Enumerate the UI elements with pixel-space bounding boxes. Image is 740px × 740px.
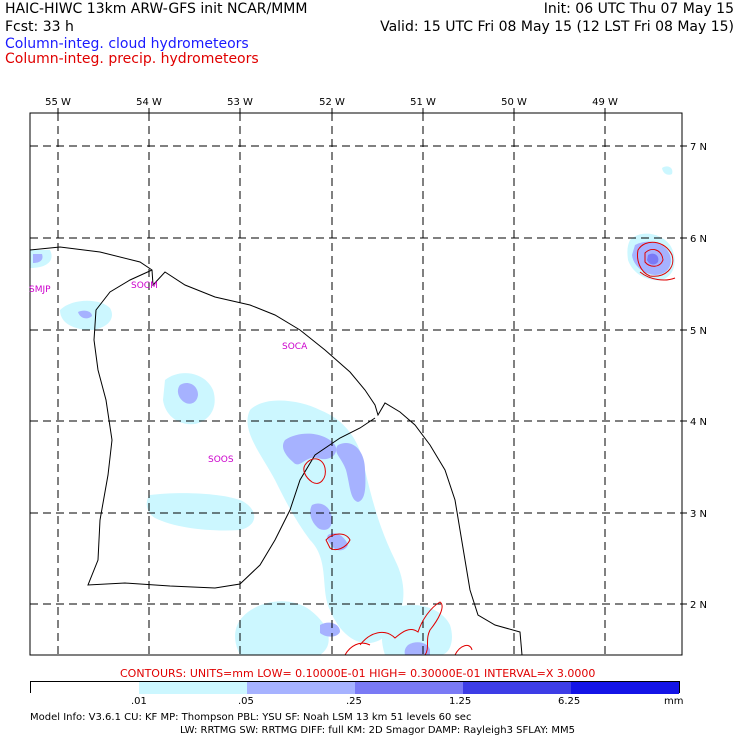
cloud-shading-mid <box>33 241 671 655</box>
station-label-soos: SOOS <box>208 455 234 465</box>
station-label-soca: SOCA <box>282 342 308 352</box>
lat-label: 6 N <box>690 234 707 245</box>
color-bar-units: mm <box>664 696 684 707</box>
color-bar-tick: .25 <box>346 696 362 707</box>
color-bar-cell <box>355 682 463 694</box>
color-bar-cell <box>31 682 139 694</box>
lon-label: 50 W <box>501 97 527 108</box>
color-bar-tick: 6.25 <box>558 696 581 707</box>
coastlines <box>30 246 523 655</box>
lon-label: 54 W <box>136 97 162 108</box>
axis-ticks <box>57 108 687 605</box>
color-bar-tick: .05 <box>238 696 254 707</box>
station-label-socm: SOCM <box>131 281 158 291</box>
precip-field-label: Column-integ. precip. hydrometeors <box>5 51 259 67</box>
model-info-line-1: Model Info: V3.6.1 CU: KF MP: Thompson P… <box>30 712 472 723</box>
lat-label: 4 N <box>690 417 707 428</box>
lon-label: 51 W <box>410 97 436 108</box>
cloud-shading-low <box>30 166 675 655</box>
lat-label: 5 N <box>690 326 707 337</box>
lat-lon-grid <box>30 113 682 655</box>
precip-contours <box>303 241 676 655</box>
station-label-smjp: SMJP <box>29 285 51 295</box>
color-bar-cell <box>139 682 247 694</box>
model-info-line-2: LW: RRTMG SW: RRTMG DIFF: full KM: 2D Sm… <box>180 725 576 736</box>
lat-label: 3 N <box>690 509 707 520</box>
latitude-labels: 7 N 6 N 5 N 4 N 3 N 2 N <box>690 142 707 611</box>
cloud-shading-high <box>647 253 659 265</box>
map-frame <box>29 112 683 656</box>
cloud-field-label: Column-integ. cloud hydrometeors <box>5 36 249 52</box>
lon-label: 49 W <box>592 97 618 108</box>
color-bar-tick: .01 <box>131 696 147 707</box>
shaded-fields <box>30 166 675 655</box>
lat-label: 2 N <box>690 600 707 611</box>
color-bar <box>30 681 680 694</box>
longitude-labels: 55 W 54 W 53 W 52 W 51 W 50 W 49 W <box>45 97 618 108</box>
station-labels: SMJP SOCM SOCA SOOS <box>29 281 308 465</box>
color-bar-tick: 1.25 <box>449 696 472 707</box>
lon-label: 52 W <box>319 97 345 108</box>
lon-label: 53 W <box>227 97 253 108</box>
plot-title: HAIC-HIWC 13km ARW-GFS init NCAR/MMM <box>5 1 308 17</box>
init-time: Init: 06 UTC Thu 07 May 15 <box>543 1 734 17</box>
lat-label: 7 N <box>690 142 707 153</box>
lon-label: 55 W <box>45 97 71 108</box>
contour-info: CONTOURS: UNITS=mm LOW= 0.10000E-01 HIGH… <box>120 667 596 680</box>
color-bar-cell <box>571 682 679 694</box>
color-bar-cell <box>247 682 355 694</box>
color-bar-cell <box>463 682 571 694</box>
valid-time: Valid: 15 UTC Fri 08 May 15 (12 LST Fri … <box>380 19 734 35</box>
forecast-hour: Fcst: 33 h <box>5 19 74 35</box>
